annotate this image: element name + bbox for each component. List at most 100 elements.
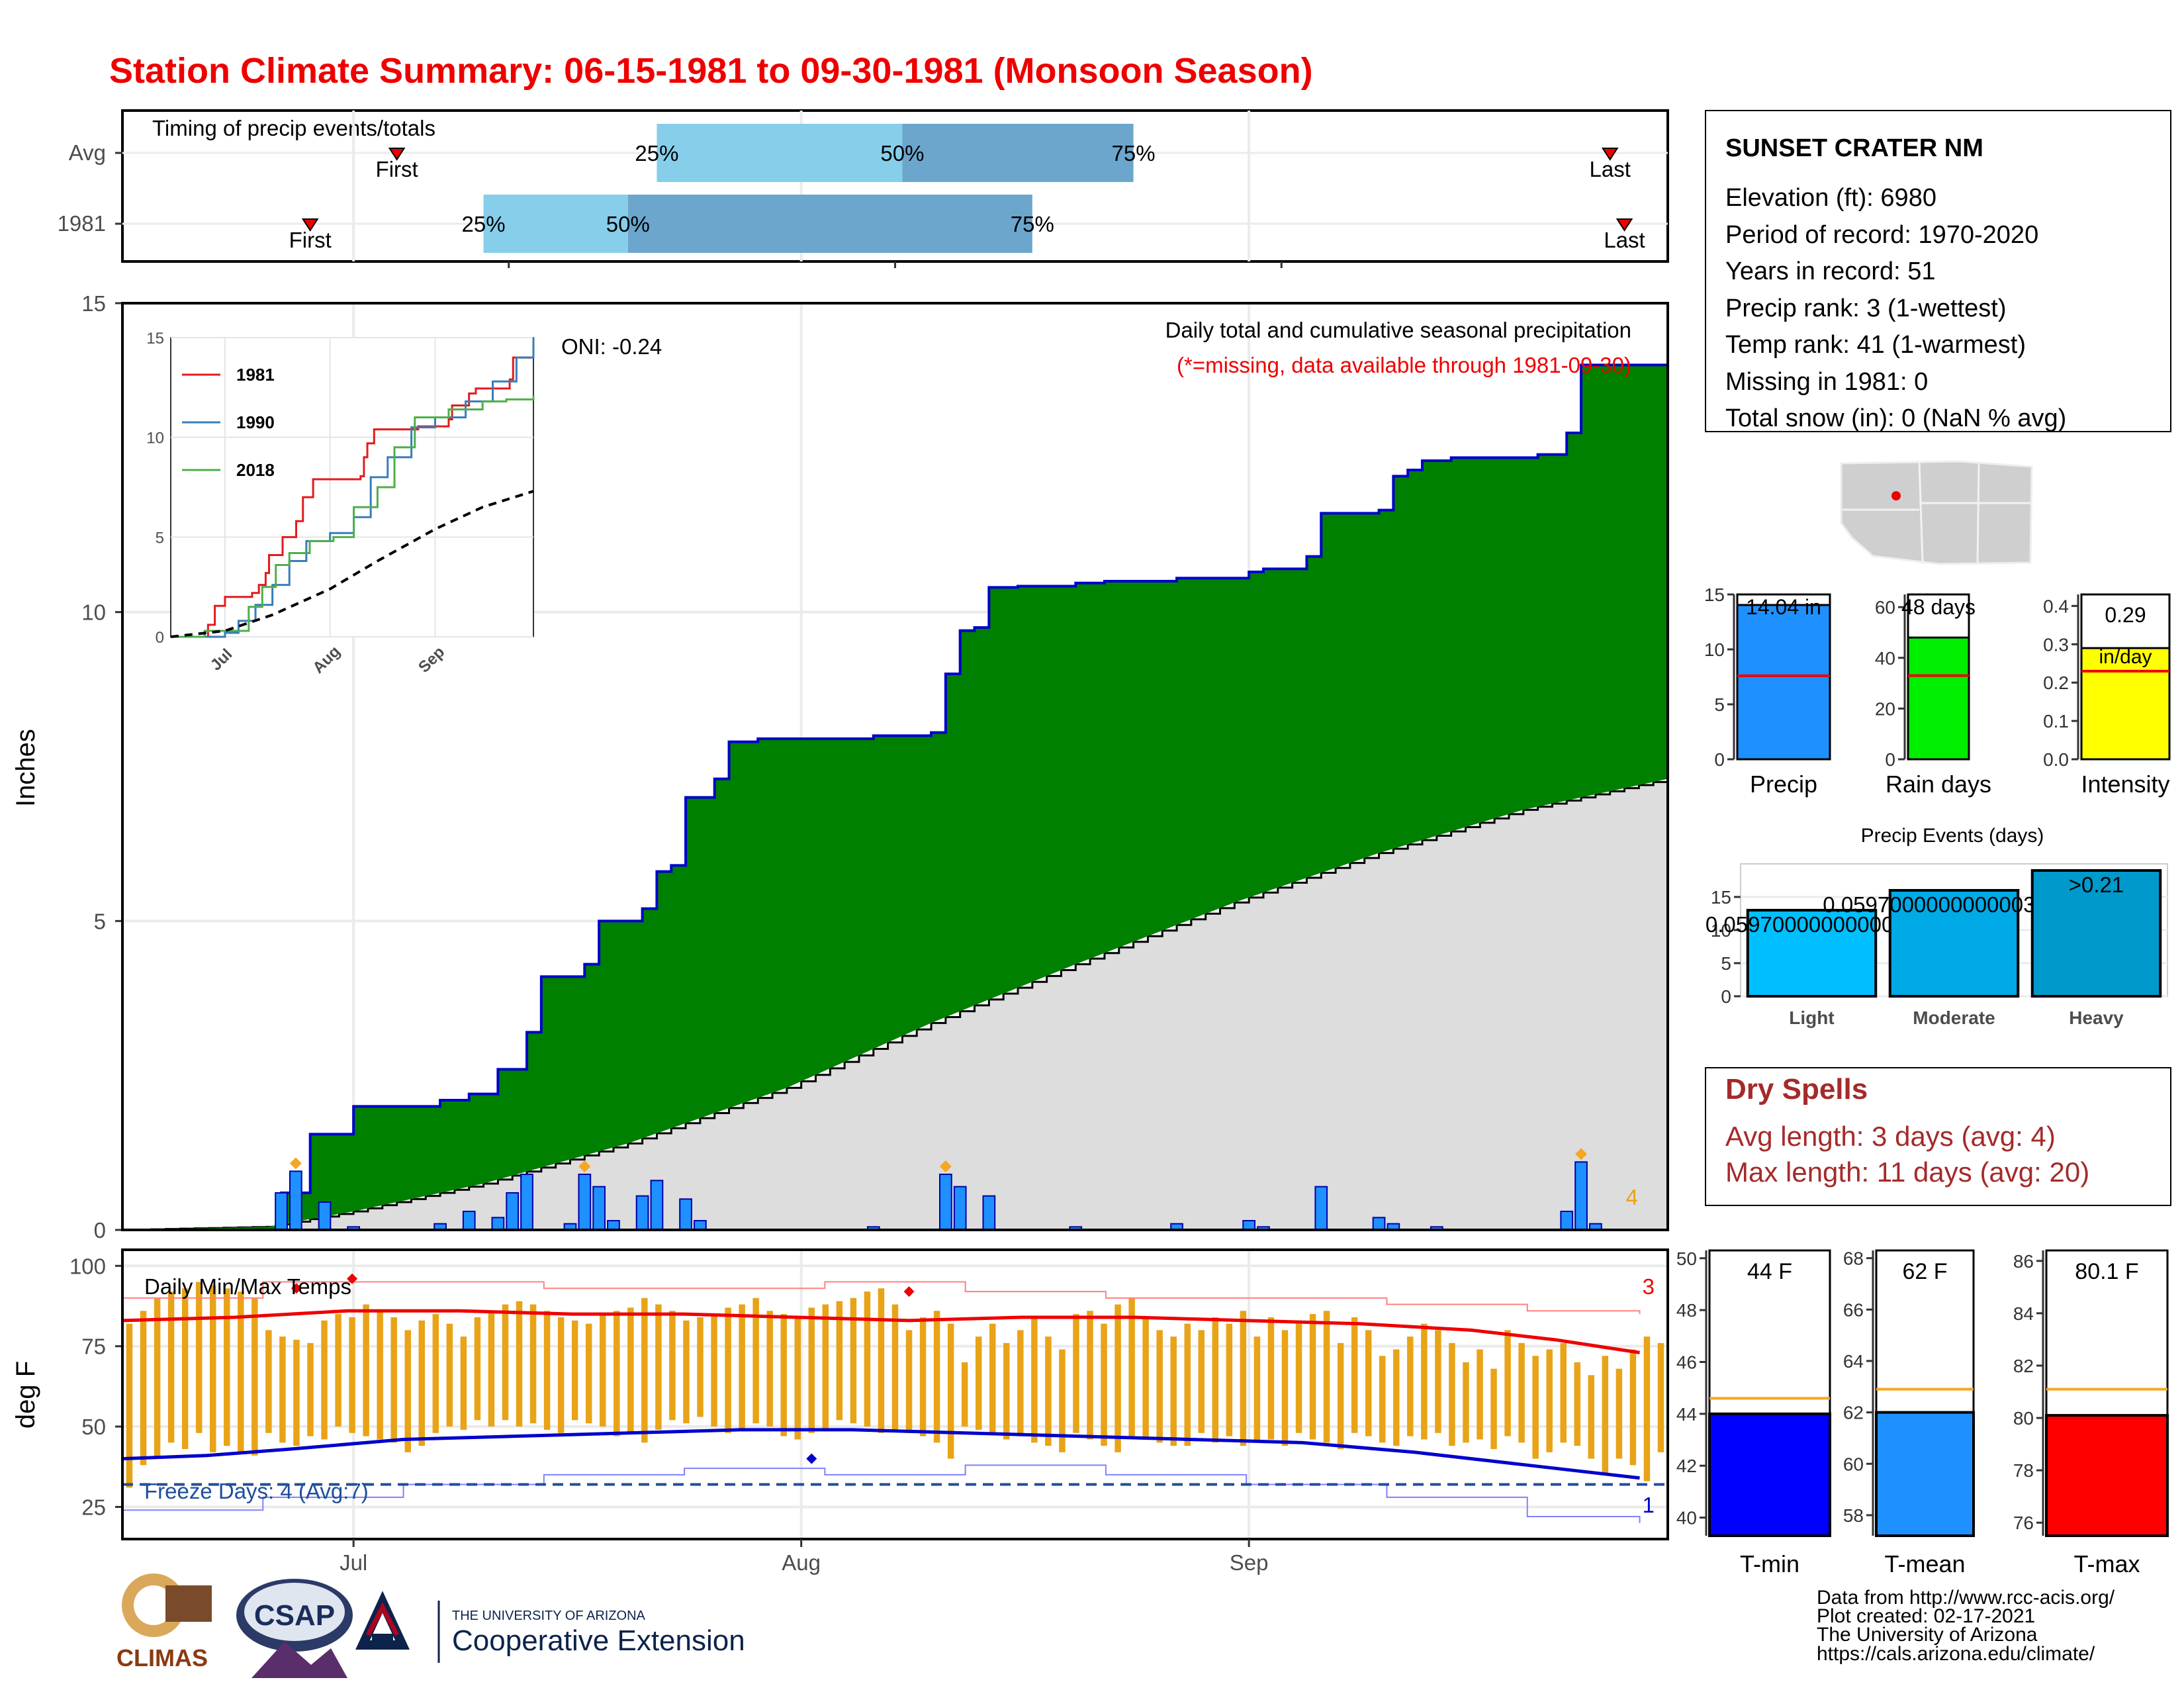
y-tick-label: 50 [81, 1415, 106, 1439]
temp-box-y-tick-label: 66 [1843, 1299, 1864, 1320]
svg-text:CSAP: CSAP [254, 1599, 335, 1632]
footer-line: Plot created: 02-17-2021 [1817, 1605, 2035, 1627]
precip-events-panel: Precip Events (days) 0 5 10 15 Light 0.059700… [1706, 816, 2171, 1031]
temp-panel: 25 50 75 100 Daily Min/Max Temps Freeze Day… [11, 1248, 1669, 1575]
temp-box-y-tick-label: 46 [1676, 1352, 1697, 1372]
timing-p25-label: 25% [462, 212, 506, 236]
daily-temp-range-bar [167, 1291, 175, 1443]
month-tick-label: Sep [1230, 1550, 1269, 1575]
ua-logo: THE UNIVERSITY OF ARIZONA Cooperative Ex… [355, 1591, 745, 1663]
month-tick-label: Aug [782, 1550, 821, 1575]
footer-line: Data from http://www.rcc-acis.org/ [1817, 1587, 2115, 1609]
events-x-label: Moderate [1913, 1008, 1995, 1028]
timing-row-label: 1981 [58, 211, 106, 236]
y-tick-label: 100 [69, 1254, 106, 1278]
svg-text:THE UNIVERSITY OF ARIZONA: THE UNIVERSITY OF ARIZONA [452, 1609, 646, 1623]
daily-temp-range-bar [238, 1291, 244, 1452]
daily-temp-range-bar [460, 1336, 467, 1430]
daily-temp-range-bar [1184, 1323, 1191, 1446]
station-line: Years in record: 51 [1725, 258, 1936, 285]
inset-legend-label: 2018 [236, 460, 275, 480]
precip-title: Daily total and cumulative seasonal prec… [1165, 318, 1631, 342]
daily-temp-range-bar [181, 1288, 189, 1450]
daily-temp-range-bar [1101, 1323, 1107, 1446]
small-bar [1736, 604, 1831, 761]
small-bar-value-label2: in/day [2099, 646, 2152, 668]
inset-y-tick-label: 0 [156, 629, 164, 647]
cumulative-line [122, 363, 1668, 1231]
daily-precip-bar [694, 1220, 707, 1231]
daily-temp-range-bar [349, 1317, 355, 1433]
daily-temp-range-bar [1407, 1336, 1414, 1436]
daily-temp-range-bar [154, 1297, 161, 1459]
daily-temp-range-bar [1156, 1330, 1163, 1443]
temp-y-label: deg F [11, 1361, 40, 1429]
timing-p50-label: 50% [606, 212, 650, 236]
daily-temp-range-bar [1295, 1323, 1302, 1433]
daily-temp-range-bar [571, 1320, 578, 1421]
precip-subtitle: (*=missing, data available through 1981-… [1177, 353, 1631, 377]
locator-map [1839, 459, 2034, 565]
daily-precip-bar [318, 1201, 332, 1231]
timing-row-label: Avg [69, 140, 106, 165]
daily-temp-range-bar [224, 1288, 230, 1446]
temp-box-y-tick-label: 60 [1843, 1454, 1864, 1474]
inset-series-line [171, 356, 533, 638]
temp-box-x-label: T-min [1740, 1550, 1799, 1577]
daily-temp-range-bar [1017, 1330, 1024, 1436]
temp-title: Daily Min/Max Temps [144, 1274, 351, 1299]
daily-temp-range-bar [516, 1301, 523, 1427]
station-line: Total snow (in): 0 (NaN % avg) [1725, 404, 2066, 432]
precip-y-axis: 0 5 10 15 [81, 291, 122, 1243]
timing-first-marker [301, 218, 319, 232]
daily-temp-range-bar [404, 1330, 411, 1452]
events-bar [2030, 869, 2162, 998]
daily-temp-range-bar [126, 1323, 133, 1488]
daily-precip-bar [679, 1198, 692, 1231]
daily-temp-range-bar [1031, 1317, 1038, 1443]
daily-precip-bar [520, 1174, 533, 1231]
temp-box-y-tick-label: 62 [1843, 1403, 1864, 1423]
timing-q50-q75-bar [627, 195, 1032, 253]
daily-temp-range-bar [600, 1314, 606, 1427]
svg-text:Cooperative Extension: Cooperative Extension [452, 1624, 745, 1657]
record-min-line [122, 1464, 1641, 1523]
small-y-tick-label: 0.3 [2043, 634, 2069, 655]
daily-temp-range-bar [1393, 1349, 1400, 1446]
timing-p25-label: 25% [635, 141, 678, 165]
temp-box-y-tick-label: 40 [1676, 1508, 1697, 1528]
daily-temp-range-bar [1337, 1342, 1344, 1450]
y-tick-label: 15 [81, 291, 106, 316]
daily-temp-range-bar [1142, 1317, 1149, 1440]
record-temp-marker [806, 1453, 817, 1464]
station-marker [1891, 491, 1901, 500]
events-y-tick-label: 5 [1721, 953, 1731, 974]
daily-temp-range-bar [975, 1336, 982, 1430]
daily-temp-range-bar [933, 1311, 940, 1443]
temp-box-bar [1708, 1412, 1831, 1537]
daily-temp-range-bar [321, 1320, 328, 1440]
station-line: Missing in 1981: 0 [1725, 368, 1928, 396]
daily-temp-range-bar [961, 1362, 968, 1427]
daily-temp-range-bar [377, 1311, 383, 1440]
temp-box-value-label: 62 F [1902, 1259, 1947, 1284]
inset-y-tick-label: 5 [156, 529, 164, 547]
daily-temp-range-bar [739, 1304, 745, 1430]
daily-temp-range-bar [864, 1291, 871, 1427]
daily-temp-range-bar [878, 1288, 885, 1433]
daily-precip-bar [953, 1186, 967, 1231]
temp-series [122, 1273, 1668, 1523]
daily-temp-range-bar [1087, 1311, 1093, 1440]
daily-temp-range-bar [1629, 1349, 1637, 1466]
daily-temp-range-bar [1170, 1336, 1177, 1446]
small-y-tick-label: 60 [1875, 597, 1895, 618]
daily-temp-range-bar [655, 1304, 662, 1430]
events-x-label: Heavy [2069, 1008, 2124, 1028]
daily-precip-bar [462, 1211, 476, 1231]
temp-box-bar [1875, 1411, 1975, 1537]
oni-label: ONI: -0.24 [561, 334, 662, 359]
daily-temp-range-bar [1518, 1342, 1525, 1443]
daily-temp-range-bar [474, 1317, 481, 1421]
y-tick-label: 0 [94, 1218, 106, 1243]
